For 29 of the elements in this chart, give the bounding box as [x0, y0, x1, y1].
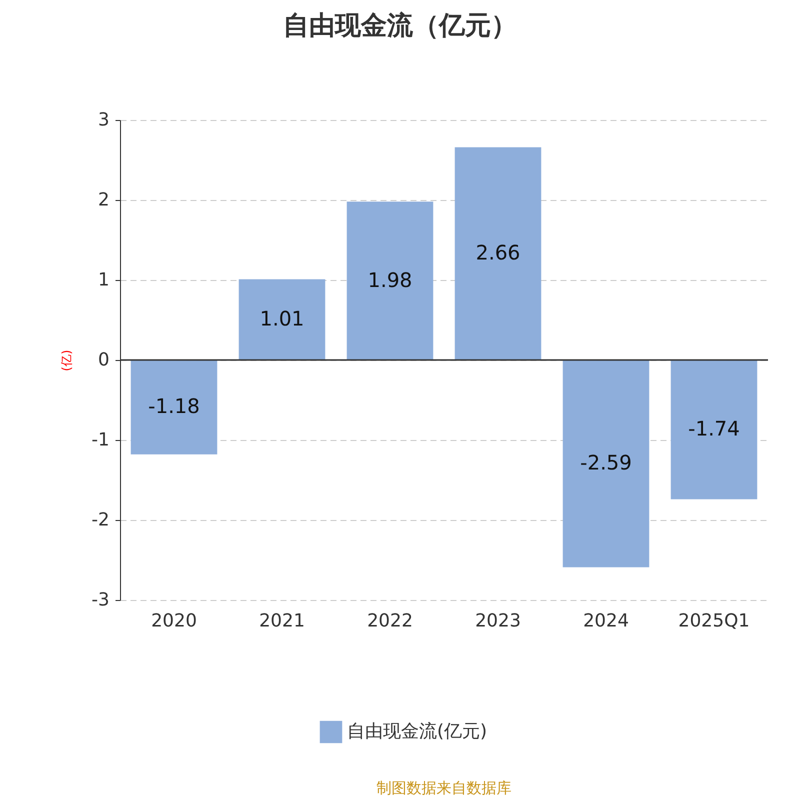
data-label: -1.74 — [688, 416, 740, 441]
y-axis-title: (亿) — [60, 350, 74, 372]
y-tick-label: 1 — [98, 270, 110, 290]
chart-title: 自由现金流（亿元） — [283, 11, 517, 41]
data-label: -1.18 — [148, 394, 200, 418]
x-tick-label: 2023 — [475, 610, 521, 632]
bar — [130, 360, 218, 454]
x-tick-label: 2025Q1 — [678, 610, 750, 632]
bar — [562, 360, 650, 568]
text: 制图数据来自数据库 — [376, 779, 512, 797]
bar — [454, 147, 542, 360]
x-tick-label: 2021 — [259, 610, 305, 632]
data-label: 1.01 — [260, 306, 304, 331]
y-tick-label: 0 — [98, 350, 110, 370]
x-tick-label: 2024 — [583, 610, 629, 632]
bar — [346, 202, 434, 360]
bar — [238, 279, 326, 360]
data-label: 1.98 — [368, 268, 412, 292]
x-tick-label: 2020 — [151, 610, 197, 632]
data-label: 2.66 — [476, 240, 520, 265]
y-tick-label: -3 — [92, 590, 110, 610]
data-label: -2.59 — [580, 450, 632, 475]
bar — [670, 360, 758, 500]
x-tick-label: 2022 — [367, 610, 413, 632]
legend-label: 自由现金流(亿元) — [347, 721, 488, 742]
y-tick-label: -2 — [92, 510, 110, 530]
y-tick-label: 3 — [98, 110, 110, 130]
y-tick-label: -1 — [92, 430, 110, 450]
y-tick-label: 2 — [98, 190, 110, 210]
